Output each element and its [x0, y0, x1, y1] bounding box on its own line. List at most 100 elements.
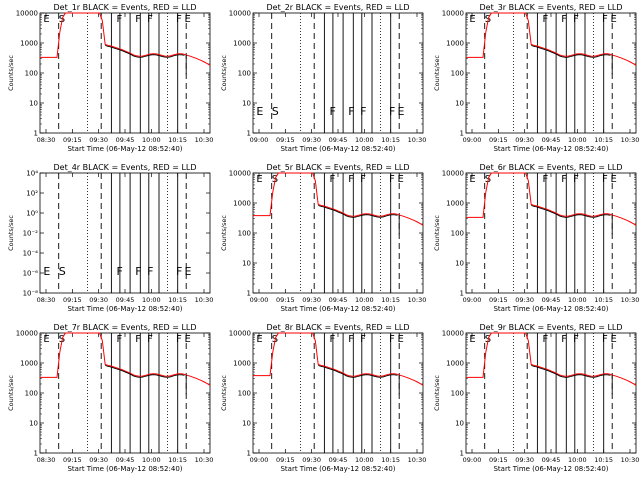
detector-panel: Det_5r BLACK = Events, RED = LLD 1 10 100 10… — [220, 163, 426, 313]
x-tick-label: 09:15 — [63, 136, 82, 144]
y-tick-label: 1 — [247, 290, 251, 298]
event-marker-label: E — [398, 174, 404, 185]
x-tick-label: 10:00 — [142, 456, 161, 464]
x-tick-label: 10:15 — [168, 456, 187, 464]
event-marker-label: F — [561, 174, 567, 185]
panel-title: Det_8r BLACK = Events, RED = LLD — [266, 323, 409, 332]
event-marker-label: E — [43, 334, 49, 345]
x-tick-label: 09:15 — [63, 456, 82, 464]
panel-title: Det_3r BLACK = Events, RED = LLD — [479, 3, 622, 12]
y-tick-label: 10 — [29, 420, 38, 428]
plot-frame — [39, 12, 211, 134]
event-marker-label: F — [330, 334, 336, 345]
x-tick-label: 10:15 — [168, 136, 187, 144]
event-marker-label: F — [360, 174, 366, 185]
y-tick-label: 10000 — [442, 330, 464, 338]
event-marker-label: F — [176, 334, 182, 345]
y-tick-label: 10⁻² — [23, 230, 39, 238]
y-axis-label: Counts/sec — [220, 215, 228, 251]
event-marker-label: S — [59, 265, 66, 278]
event-marker-label: F — [543, 174, 549, 185]
panel-title: Det_4r BLACK = Events, RED = LLD — [53, 163, 196, 172]
event-marker-label: F — [176, 14, 182, 25]
y-tick-label: 100 — [451, 390, 464, 398]
panel-title: Det_6r BLACK = Events, RED = LLD — [479, 163, 622, 172]
event-marker-label: F — [561, 334, 567, 345]
y-tick-label: 1000 — [233, 40, 251, 48]
event-marker-label: E — [185, 334, 191, 345]
event-marker-label: F — [147, 14, 153, 25]
plot-frame — [252, 172, 424, 294]
lld-rate-line — [253, 332, 424, 386]
x-tick-label: 09:45 — [329, 296, 348, 304]
y-tick-label: 10000 — [442, 170, 464, 178]
event-marker-label: E — [43, 265, 50, 278]
x-axis-label: Start Time (06-May-12 08:52:40) — [67, 145, 182, 153]
x-tick-label: 09:00 — [463, 296, 482, 304]
x-tick-label: 09:30 — [515, 296, 534, 304]
y-tick-label: 10000 — [16, 10, 38, 18]
event-marker-label: E — [469, 174, 475, 185]
event-marker-label: F — [117, 14, 123, 25]
x-tick-label: 10:00 — [568, 456, 587, 464]
event-marker-label: E — [185, 265, 192, 278]
event-marker-label: F — [135, 334, 141, 345]
x-tick-label: 09:00 — [250, 296, 269, 304]
event-marker-label: E — [185, 14, 191, 25]
y-tick-label: 1000 — [446, 200, 464, 208]
panel-title: Det_5r BLACK = Events, RED = LLD — [266, 163, 409, 172]
x-tick-label: 09:45 — [116, 456, 135, 464]
plot-frame — [252, 332, 424, 454]
event-marker-label: F — [389, 174, 395, 185]
events-rate-line — [105, 45, 185, 58]
event-marker-label: F — [135, 14, 141, 25]
x-tick-label: 10:00 — [568, 296, 587, 304]
y-tick-label: 10 — [242, 100, 251, 108]
x-tick-label: 09:15 — [276, 296, 295, 304]
y-axis-label: Counts/sec — [433, 215, 441, 251]
y-tick-label: 10 — [455, 420, 464, 428]
y-tick-label: 100 — [25, 70, 38, 78]
y-tick-label: 1000 — [233, 200, 251, 208]
event-marker-label: F — [573, 14, 579, 25]
detector-panel: Det_3r BLACK = Events, RED = LLD 1 10 100 10… — [433, 3, 639, 153]
y-tick-label: 100 — [451, 230, 464, 238]
event-marker-label: E — [256, 105, 263, 118]
x-tick-label: 09:30 — [515, 136, 534, 144]
event-marker-label: F — [348, 105, 354, 118]
x-tick-label: 09:15 — [489, 296, 508, 304]
event-marker-label: F — [389, 105, 395, 118]
y-tick-label: 100 — [238, 70, 251, 78]
event-marker-label: F — [135, 265, 141, 278]
x-tick-label: 09:00 — [463, 136, 482, 144]
y-tick-label: 100 — [238, 230, 251, 238]
x-tick-label: 10:00 — [568, 136, 587, 144]
event-marker-label: F — [330, 105, 336, 118]
y-tick-label: 10² — [26, 190, 38, 198]
y-axis-label: Counts/sec — [7, 215, 15, 251]
event-marker-label: E — [611, 334, 617, 345]
x-axis-label: Start Time (06-May-12 08:52:40) — [280, 465, 395, 473]
x-tick-label: 10:00 — [142, 136, 161, 144]
x-tick-label: 09:15 — [63, 296, 82, 304]
event-marker-label: E — [256, 334, 262, 345]
x-tick-label: 10:15 — [594, 296, 613, 304]
plot-frame — [465, 332, 637, 454]
y-tick-label: 1 — [247, 450, 251, 458]
x-tick-label: 09:30 — [302, 136, 321, 144]
x-tick-label: 09:15 — [276, 136, 295, 144]
event-marker-label: E — [611, 174, 617, 185]
y-tick-label: 10 — [455, 260, 464, 268]
x-tick-label: 09:45 — [542, 296, 561, 304]
lld-rate-line — [466, 172, 637, 226]
x-tick-label: 10:15 — [594, 456, 613, 464]
x-axis-label: Start Time (06-May-12 08:52:40) — [280, 145, 395, 153]
lld-rate-line — [466, 332, 637, 386]
panel-title: Det_7r BLACK = Events, RED = LLD — [53, 323, 196, 332]
event-marker-label: F — [602, 174, 608, 185]
x-tick-label: 10:15 — [381, 136, 400, 144]
x-tick-label: 10:00 — [355, 456, 374, 464]
event-marker-label: E — [469, 14, 475, 25]
y-tick-label: 100 — [238, 390, 251, 398]
